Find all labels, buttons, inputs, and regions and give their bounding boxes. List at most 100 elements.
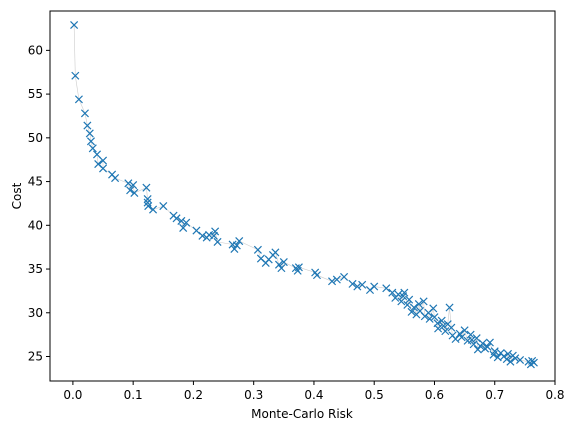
plot-area	[70, 20, 538, 369]
data-point	[447, 323, 456, 332]
data-point	[457, 333, 466, 342]
y-tick-label: 55	[28, 87, 43, 101]
data-point	[126, 186, 135, 195]
y-tick-label: 45	[28, 175, 43, 189]
y-tick-label: 50	[28, 131, 43, 145]
data-point	[382, 284, 391, 293]
data-point	[232, 241, 241, 250]
x-tick-label: 0.6	[425, 388, 444, 402]
data-point	[70, 20, 79, 30]
data-point	[439, 321, 448, 330]
data-point	[198, 231, 207, 240]
data-point	[142, 183, 151, 192]
data-point	[407, 307, 416, 316]
data-point	[434, 324, 443, 333]
data-point	[473, 345, 482, 354]
data-point	[88, 144, 97, 153]
data-point	[469, 340, 478, 349]
data-point	[111, 174, 120, 183]
data-point	[205, 230, 214, 239]
data-point	[71, 71, 80, 80]
data-point	[451, 334, 460, 344]
data-point	[419, 297, 428, 306]
data-point	[353, 282, 362, 291]
data-point	[182, 218, 191, 227]
data-point	[159, 202, 168, 211]
data-point	[445, 303, 454, 312]
data-point	[83, 121, 92, 130]
data-point	[506, 357, 515, 366]
data-point	[213, 237, 222, 246]
data-point	[503, 349, 513, 358]
data-point	[437, 316, 446, 325]
data-point	[394, 290, 403, 299]
data-point	[400, 288, 409, 297]
y-axis-label: Cost	[10, 182, 24, 209]
x-tick-label: 0.1	[124, 388, 143, 402]
data-point	[271, 248, 280, 257]
plot-frame	[49, 10, 556, 382]
y-tick-label: 35	[28, 262, 43, 276]
x-axis: 0.0 0.1 0.2 0.3 0.4 0.5 0.6 0.7 0.8	[63, 381, 565, 402]
data-point	[172, 214, 181, 223]
data-point	[253, 245, 262, 254]
data-point	[294, 263, 303, 272]
data-point	[348, 279, 357, 288]
data-point	[403, 300, 412, 309]
x-tick-label: 0.4	[304, 388, 323, 402]
data-point	[370, 282, 379, 291]
data-point	[144, 202, 153, 211]
data-point	[460, 326, 469, 335]
data-point	[74, 95, 83, 104]
data-point	[340, 272, 349, 281]
data-point	[274, 260, 284, 269]
data-point	[279, 258, 288, 267]
data-point	[478, 339, 487, 348]
x-tick-label: 0.5	[365, 388, 384, 402]
data-point	[179, 223, 188, 232]
data-point	[405, 295, 414, 304]
x-tick-label: 0.2	[184, 388, 203, 402]
data-point	[388, 288, 397, 297]
data-point	[511, 354, 520, 363]
data-point	[425, 314, 434, 323]
y-tick-label: 40	[28, 218, 43, 232]
data-point	[430, 313, 439, 322]
data-point	[414, 300, 423, 309]
data-point	[516, 355, 525, 365]
data-point	[467, 335, 476, 344]
data-point	[409, 303, 419, 312]
x-axis-label: Monte-Carlo Risk	[251, 407, 353, 421]
data-point	[130, 188, 139, 197]
data-point	[312, 271, 321, 280]
data-point	[85, 129, 94, 138]
data-point	[149, 205, 158, 214]
data-point	[441, 327, 450, 336]
data-point	[277, 264, 286, 273]
data-point	[86, 137, 96, 146]
data-point	[429, 304, 438, 313]
data-point	[529, 358, 538, 367]
data-point	[358, 280, 367, 289]
y-tick-label: 25	[28, 350, 43, 364]
data-point	[490, 347, 499, 356]
data-point	[177, 216, 186, 225]
x-tick-label: 0.3	[244, 388, 263, 402]
data-point	[129, 181, 138, 190]
data-point	[99, 164, 108, 173]
data-point	[332, 275, 341, 284]
data-point	[80, 109, 89, 118]
data-point	[397, 297, 406, 306]
data-point	[230, 244, 239, 253]
data-point	[211, 227, 220, 236]
data-point	[485, 338, 494, 347]
data-point	[483, 342, 492, 351]
data-point	[328, 277, 337, 286]
data-point	[235, 237, 244, 246]
y-tick-label: 30	[28, 306, 43, 320]
data-point	[92, 150, 102, 159]
data-point	[124, 179, 133, 188]
y-axis: 25 30 35 40 45 50 55 60	[28, 43, 50, 364]
